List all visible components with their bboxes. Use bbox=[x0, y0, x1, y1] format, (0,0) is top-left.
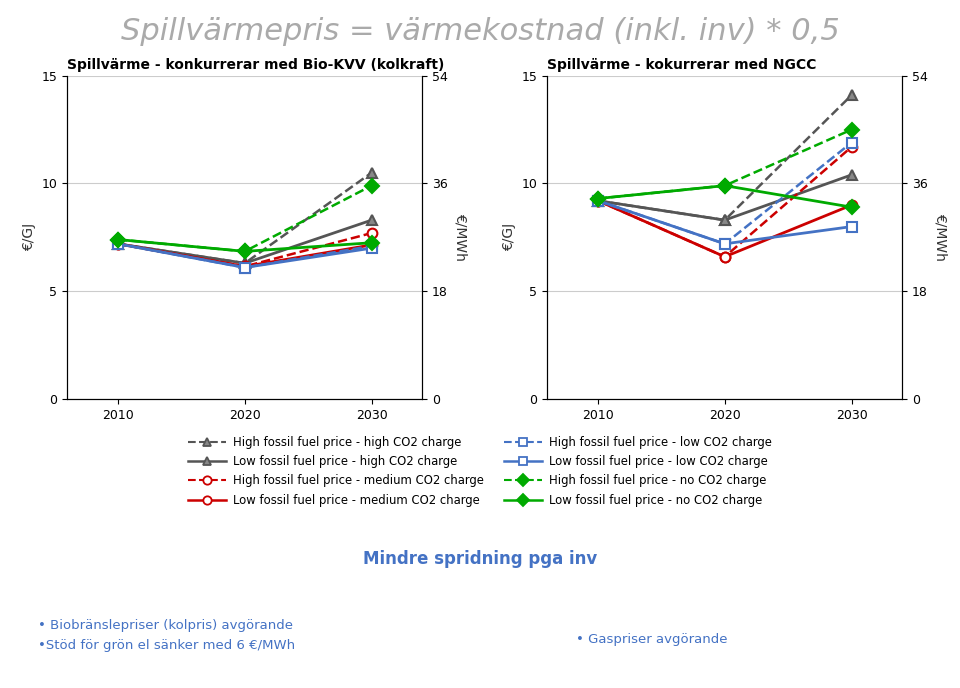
Text: Mindre spridning pga inv: Mindre spridning pga inv bbox=[363, 550, 597, 568]
Y-axis label: €/MWh: €/MWh bbox=[933, 213, 948, 261]
Y-axis label: €/GJ: €/GJ bbox=[22, 224, 36, 251]
Legend: High fossil fuel price - high CO2 charge, Low fossil fuel price - high CO2 charg: High fossil fuel price - high CO2 charge… bbox=[188, 436, 772, 507]
Text: Spillvärmepris = värmekostnad (inkl. inv) * 0,5: Spillvärmepris = värmekostnad (inkl. inv… bbox=[121, 17, 839, 46]
Text: • Gaspriser avgörande: • Gaspriser avgörande bbox=[576, 633, 728, 646]
Text: Spillvärme - konkurrerar med Bio-KVV (kolkraft): Spillvärme - konkurrerar med Bio-KVV (ko… bbox=[67, 58, 444, 72]
Y-axis label: €/MWh: €/MWh bbox=[453, 213, 468, 261]
Text: • Biobränslepriser (kolpris) avgörande
•Stöd för grön el sänker med 6 €/MWh: • Biobränslepriser (kolpris) avgörande •… bbox=[38, 619, 296, 652]
Text: Spillvärme - kokurrerar med NGCC: Spillvärme - kokurrerar med NGCC bbox=[547, 58, 817, 72]
Y-axis label: €/GJ: €/GJ bbox=[502, 224, 516, 251]
